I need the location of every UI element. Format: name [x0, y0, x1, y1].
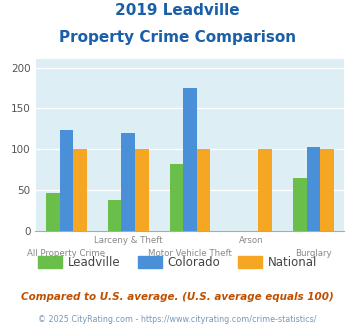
Legend: Leadville, Colorado, National: Leadville, Colorado, National: [38, 256, 317, 269]
Bar: [73, 149, 87, 231]
Bar: [170, 164, 183, 231]
Bar: [60, 130, 73, 231]
Bar: [320, 149, 334, 231]
Text: Compared to U.S. average. (U.S. average equals 100): Compared to U.S. average. (U.S. average …: [21, 292, 334, 302]
Text: Property Crime Comparison: Property Crime Comparison: [59, 30, 296, 45]
Bar: [258, 149, 272, 231]
Bar: [46, 193, 60, 231]
Bar: [307, 147, 320, 231]
Text: Larceny & Theft: Larceny & Theft: [94, 236, 163, 245]
Text: Motor Vehicle Theft: Motor Vehicle Theft: [148, 249, 232, 258]
Bar: [293, 178, 307, 231]
Bar: [183, 88, 197, 231]
Text: Burglary: Burglary: [295, 249, 332, 258]
Bar: [197, 149, 210, 231]
Text: 2019 Leadville: 2019 Leadville: [115, 3, 240, 18]
Bar: [108, 200, 121, 231]
Text: Arson: Arson: [239, 236, 264, 245]
Bar: [135, 149, 148, 231]
Text: All Property Crime: All Property Crime: [27, 249, 105, 258]
Bar: [121, 133, 135, 231]
Text: © 2025 CityRating.com - https://www.cityrating.com/crime-statistics/: © 2025 CityRating.com - https://www.city…: [38, 315, 317, 324]
